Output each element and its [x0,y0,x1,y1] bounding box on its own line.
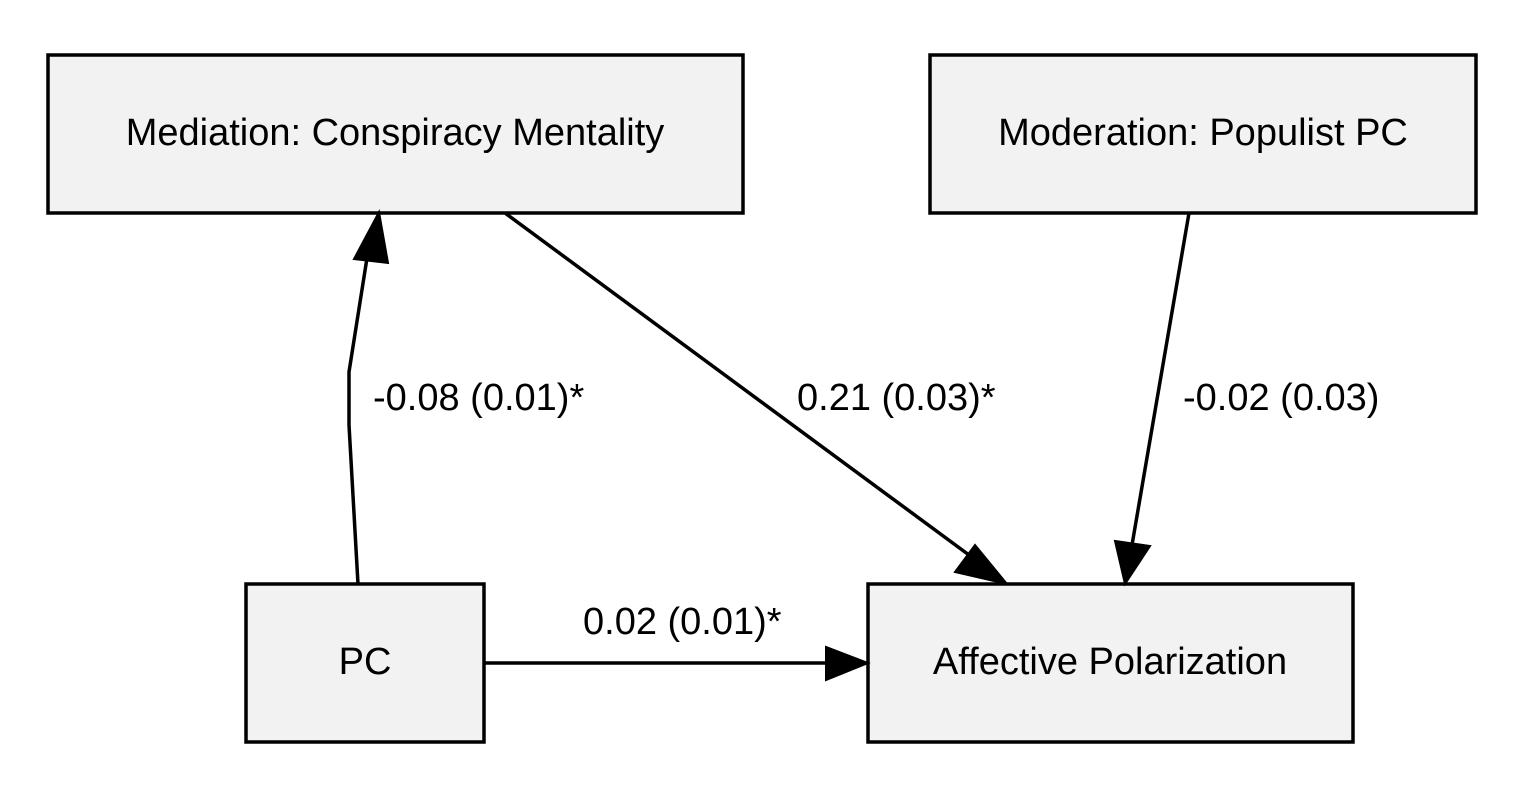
edge-mediation-to-affective: 0.21 (0.03)* [503,211,1010,586]
node-pc-label: PC [339,641,392,683]
edge-mediation-to-affective-arrowhead [953,543,1010,586]
node-mediation-box [46,53,745,215]
edge-pc-to-mediation-arrowhead [352,208,390,265]
node-mediation: Mediation: Conspiracy Mentality [46,53,745,215]
node-mediation-label: Mediation: Conspiracy Mentality [126,112,665,154]
edge-pc-to-affective-label: 0.02 (0.01)* [583,601,782,643]
node-affective: Affective Polarization [866,582,1355,744]
node-affective-label: Affective Polarization [933,641,1287,683]
edge-moderation-to-affective: -0.02 (0.03) [1113,212,1379,587]
node-moderation: Moderation: Populist PC [928,53,1478,215]
node-pc: PC [244,582,486,744]
edge-pc-to-mediation: -0.08 (0.01)* [347,208,584,585]
edge-pc-to-mediation-label: -0.08 (0.01)* [373,377,584,419]
edge-moderation-to-affective-line [1130,212,1191,546]
node-moderation-box [928,53,1478,215]
edge-pc-to-affective: 0.02 (0.01)* [484,601,871,682]
edge-pc-to-mediation-line [347,257,369,585]
edge-pc-to-affective-arrowhead [825,645,871,682]
node-moderation-label: Moderation: Populist PC [998,112,1408,154]
node-affective-box [866,582,1355,744]
node-pc-box [244,582,486,744]
edge-mediation-to-affective-label: 0.21 (0.03)* [797,377,996,419]
edge-mediation-to-affective-line [503,211,971,557]
edge-moderation-to-affective-arrowhead [1113,539,1152,587]
edge-moderation-to-affective-label: -0.02 (0.03) [1183,377,1379,419]
